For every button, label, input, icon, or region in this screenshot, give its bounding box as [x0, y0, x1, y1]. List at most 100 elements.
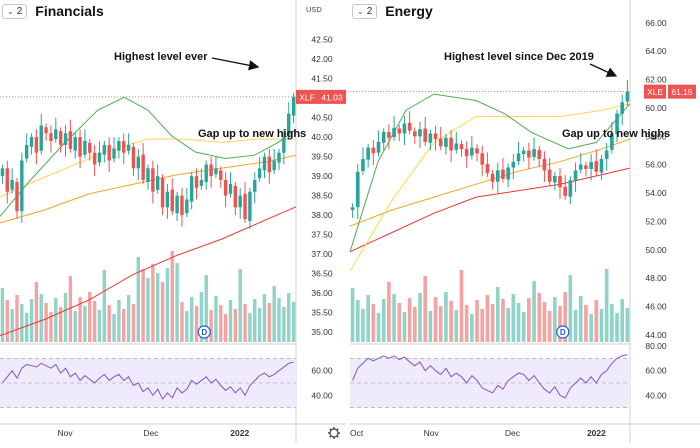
- left-earnings-marker[interactable]: [197, 325, 211, 339]
- left-symbol-tag-bg: [296, 89, 318, 104]
- left-price-tick: 38.50: [311, 191, 333, 201]
- right-candle-body: [444, 137, 448, 147]
- right-volume-bar: [392, 294, 396, 342]
- right-candle-body: [355, 171, 360, 208]
- chevron-down-icon: ⌄: [357, 6, 364, 16]
- right-volume-bar: [537, 293, 542, 342]
- right-candle-body: [604, 150, 609, 160]
- right-interval-value: 2: [366, 5, 373, 17]
- left-currency-label: USD: [306, 5, 322, 14]
- right-volume-bar: [407, 298, 412, 342]
- right-volume-bar: [428, 311, 433, 342]
- left-date-label: 2022: [230, 428, 249, 438]
- right-volume-bar: [615, 313, 619, 342]
- right-price-tag: 61.15: [671, 87, 693, 97]
- left-volume-bar: [287, 293, 291, 342]
- gear-ring: [329, 428, 339, 438]
- right-date-label: 2022: [587, 428, 606, 438]
- right-volume-bar: [610, 304, 614, 342]
- left-rsi-tick: 60.00: [311, 366, 333, 376]
- left-earnings-letter: D: [201, 328, 207, 337]
- left-volume-bar: [291, 302, 296, 342]
- right-candle-body: [620, 102, 625, 114]
- right-candle-body: [547, 169, 552, 182]
- gear-tooth: [329, 428, 332, 431]
- left-candle-body: [223, 180, 228, 196]
- left-candle-body: [141, 154, 145, 181]
- right-candle-body: [449, 137, 453, 151]
- right-volume-bar: [433, 297, 438, 342]
- left-volume-bar: [0, 288, 5, 342]
- left-candle-body: [291, 96, 296, 116]
- right-candle-body: [501, 169, 505, 179]
- left-volume-bar: [228, 300, 233, 342]
- left-price-tick: 37.00: [311, 249, 333, 259]
- right-volume-bar: [511, 294, 516, 342]
- left-volume-bar: [10, 309, 14, 342]
- left-price-tick: 41.50: [311, 74, 333, 84]
- left-volume-bar: [199, 292, 204, 342]
- left-volume-bar: [44, 303, 48, 342]
- right-volume-bar: [418, 293, 422, 342]
- right-volume-bar: [413, 307, 417, 342]
- chevron-down-icon: ⌄: [7, 6, 14, 16]
- left-volume-bar: [126, 295, 131, 342]
- gear-tooth: [329, 435, 332, 438]
- left-candle-body: [5, 168, 9, 192]
- left-chart-title: Financials: [35, 3, 104, 19]
- right-volume-bar: [371, 304, 376, 342]
- left-date-label: Nov: [58, 428, 74, 438]
- left-candle-body: [219, 170, 223, 181]
- left-candle-body: [97, 152, 102, 163]
- right-volume-bar: [521, 312, 526, 342]
- right-candle-body: [589, 161, 593, 169]
- right-candle-body: [558, 176, 562, 188]
- right-volume-bar: [568, 275, 573, 342]
- left-candle-body: [88, 142, 92, 153]
- right-volume-bar: [501, 299, 505, 342]
- left-volume-bar: [102, 270, 107, 342]
- right-candle-body: [402, 123, 407, 134]
- right-candle-body: [371, 147, 376, 154]
- right-volume-bar: [454, 310, 459, 342]
- left-candle-body: [267, 156, 272, 173]
- left-volume-bar: [175, 263, 179, 342]
- left-volume-bar: [112, 314, 116, 342]
- right-volume-bar: [563, 292, 567, 342]
- right-interval-select[interactable]: ⌄ 2: [352, 3, 378, 19]
- right-candle-body: [387, 132, 391, 138]
- left-volume-bar: [160, 282, 165, 342]
- right-price-tag-bg: [668, 84, 696, 99]
- left-candle-body: [49, 133, 53, 141]
- left-candle-body: [233, 185, 238, 208]
- left-candle-body: [0, 168, 5, 177]
- left-interval-value: 2: [16, 5, 23, 17]
- left-volume-bar: [189, 297, 194, 342]
- left-volume-bar: [131, 304, 136, 342]
- left-annotation-high: Highest level ever: [114, 51, 208, 63]
- left-price-tick: 42.00: [311, 54, 333, 64]
- right-earnings-marker[interactable]: [556, 325, 570, 339]
- left-candle-body: [83, 140, 87, 155]
- left-volume-bar: [24, 313, 29, 342]
- left-volume-bar: [92, 301, 97, 342]
- left-price-tick: 36.50: [311, 269, 333, 279]
- right-annotation-arrow: [589, 63, 618, 77]
- right-volume-bar: [490, 304, 495, 342]
- left-volume-bar: [238, 269, 242, 342]
- left-candle-body: [102, 144, 107, 155]
- left-candle-body: [180, 195, 184, 216]
- right-ma-mid-line: [349, 103, 631, 272]
- left-candle-body: [277, 152, 281, 163]
- left-volume-bar: [29, 299, 34, 342]
- right-candle-body: [418, 129, 422, 137]
- left-candle-body: [238, 195, 242, 208]
- left-volume-bar: [20, 304, 24, 342]
- left-symbol-tag: XLF: [299, 92, 315, 102]
- right-volume-bar: [573, 310, 578, 342]
- left-price-tick: 39.50: [311, 152, 333, 162]
- gear-icon[interactable]: [328, 427, 340, 439]
- left-candle-body: [92, 152, 97, 165]
- left-interval-select[interactable]: ⌄ 2: [2, 3, 28, 19]
